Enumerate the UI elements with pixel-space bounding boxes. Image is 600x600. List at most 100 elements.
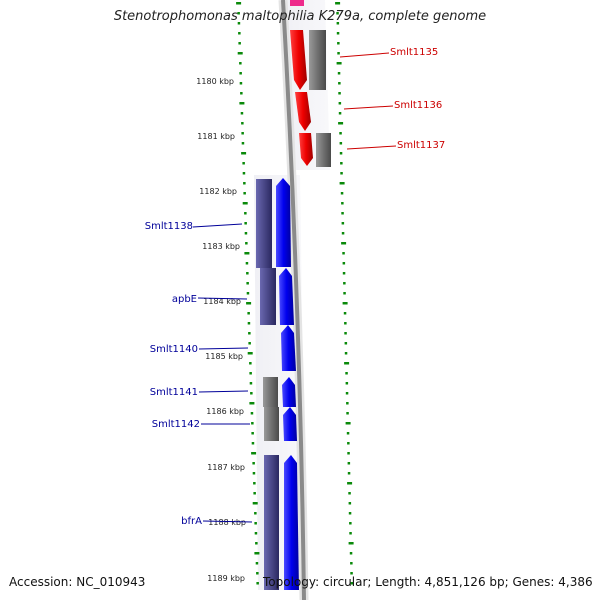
- ring-dot: [252, 462, 255, 465]
- ring-dot: [245, 242, 248, 245]
- ring-dot: [243, 182, 246, 185]
- gene-label-bfra[interactable]: bfrA: [181, 516, 202, 527]
- ring-dot: [340, 162, 343, 165]
- gene-label-apbe[interactable]: apbE: [172, 294, 197, 305]
- ring-dot: [349, 532, 352, 535]
- gene-label-smlt1138[interactable]: Smlt1138: [145, 221, 193, 232]
- ring-dot: [248, 332, 251, 335]
- gene-label-smlt1137[interactable]: Smlt1137: [397, 140, 445, 151]
- gene-arrow-smlt1142[interactable]: [283, 407, 297, 441]
- ring-dot: [339, 182, 345, 185]
- ring-dot: [338, 122, 344, 125]
- ring-dot: [247, 312, 250, 315]
- ring-dot: [244, 212, 247, 215]
- ring-dot: [251, 452, 257, 455]
- ring-dot: [248, 342, 251, 345]
- ring-dot: [342, 262, 346, 265]
- scale-ticks: 1180 kbp 1181 kbp 1182 kbp 1183 kbp 1184…: [196, 77, 246, 583]
- ring-dot: [339, 132, 342, 135]
- ring-dot: [240, 92, 243, 95]
- ring-dot: [338, 102, 342, 105]
- ring-dot: [241, 132, 244, 135]
- ring-dot: [348, 492, 351, 495]
- tick-label: 1186 kbp: [206, 407, 244, 416]
- ring-dot: [242, 172, 246, 175]
- genome-summary: Topology: circular; Length: 4,851,126 bp…: [263, 575, 593, 589]
- ring-dot: [346, 432, 350, 435]
- ring-dot: [256, 572, 259, 575]
- ring-dot: [239, 62, 242, 65]
- ring-dot: [243, 192, 246, 195]
- ring-dot: [237, 22, 241, 25]
- leader-lines-reverse: [192, 223, 253, 523]
- gene-label-smlt1136[interactable]: Smlt1136: [394, 100, 442, 111]
- ring-dot: [241, 152, 247, 155]
- ring-dot: [350, 572, 353, 575]
- gene-label-smlt1140[interactable]: Smlt1140: [150, 344, 198, 355]
- feature-dark-apbe: [260, 268, 276, 325]
- gene-label-smlt1142[interactable]: Smlt1142: [152, 419, 200, 430]
- ring-dot: [241, 142, 245, 145]
- ring-dot: [254, 532, 258, 535]
- gene-labels-reverse: Smlt1138 apbE Smlt1140 Smlt1141 Smlt1142…: [145, 221, 202, 527]
- gene-label-smlt1141[interactable]: Smlt1141: [150, 387, 198, 398]
- ring-dot: [338, 82, 341, 85]
- gene-arrow-smlt1137[interactable]: [299, 133, 313, 166]
- dotted-ring-left: [236, 2, 260, 585]
- ring-dot: [252, 502, 258, 505]
- tick-label: 1181 kbp: [197, 132, 235, 141]
- ring-dot: [347, 452, 350, 455]
- ring-dot: [247, 322, 251, 325]
- ring-dot: [350, 582, 354, 585]
- feature-gray-1141: [263, 377, 278, 407]
- ring-dot: [339, 142, 343, 145]
- ring-dot: [348, 542, 354, 545]
- leader-lines-forward: [339, 52, 397, 150]
- ring-dot: [345, 382, 349, 385]
- ring-dot: [341, 212, 344, 215]
- ring-dot: [345, 372, 348, 375]
- ring-dot: [251, 422, 254, 425]
- accession-label: Accession: NC_010943: [9, 575, 146, 589]
- ring-dot: [335, 2, 341, 5]
- ring-dot: [341, 242, 347, 245]
- ring-dot: [249, 362, 252, 365]
- ring-dot: [239, 102, 245, 105]
- tick-label: 1182 kbp: [199, 187, 237, 196]
- gene-label-smlt1135[interactable]: Smlt1135: [390, 47, 438, 58]
- ring-dot: [242, 202, 248, 205]
- feature-dark-bfra: [264, 455, 279, 590]
- ring-dot: [338, 92, 341, 95]
- ring-dot: [336, 22, 340, 25]
- ring-dot: [256, 582, 259, 585]
- feature-fragment-pink: [290, 0, 304, 6]
- gene-arrow-smlt1141[interactable]: [282, 377, 296, 407]
- tick-label: 1183 kbp: [202, 242, 240, 251]
- ring-dot: [340, 192, 344, 195]
- tick-label: 1185 kbp: [205, 352, 243, 361]
- ring-dot: [239, 82, 243, 85]
- gene-arrow-smlt1135[interactable]: [290, 30, 307, 90]
- ring-dot: [250, 392, 253, 395]
- ring-dot: [246, 282, 249, 285]
- ring-dot: [348, 512, 352, 515]
- gene-arrow-smlt1136[interactable]: [295, 92, 311, 131]
- ring-dot: [344, 322, 347, 325]
- ring-dot: [344, 332, 347, 335]
- ring-dot: [350, 562, 353, 565]
- ring-dot: [255, 562, 259, 565]
- gene-arrow-smlt1140[interactable]: [281, 325, 296, 371]
- ring-dot: [347, 472, 351, 475]
- feature-gray-1137: [316, 133, 331, 167]
- gene-arrow-bfra[interactable]: [284, 455, 299, 590]
- gene-arrow-smlt1138[interactable]: [276, 178, 291, 267]
- feature-dark-1138: [256, 179, 272, 268]
- tick-label: 1188 kbp: [208, 518, 246, 527]
- ring-dot: [249, 402, 255, 405]
- gene-arrow-apbe[interactable]: [279, 268, 294, 325]
- ring-dot: [237, 12, 240, 15]
- ring-dot: [244, 232, 248, 235]
- ring-dot: [246, 272, 249, 275]
- ring-dot: [241, 122, 244, 125]
